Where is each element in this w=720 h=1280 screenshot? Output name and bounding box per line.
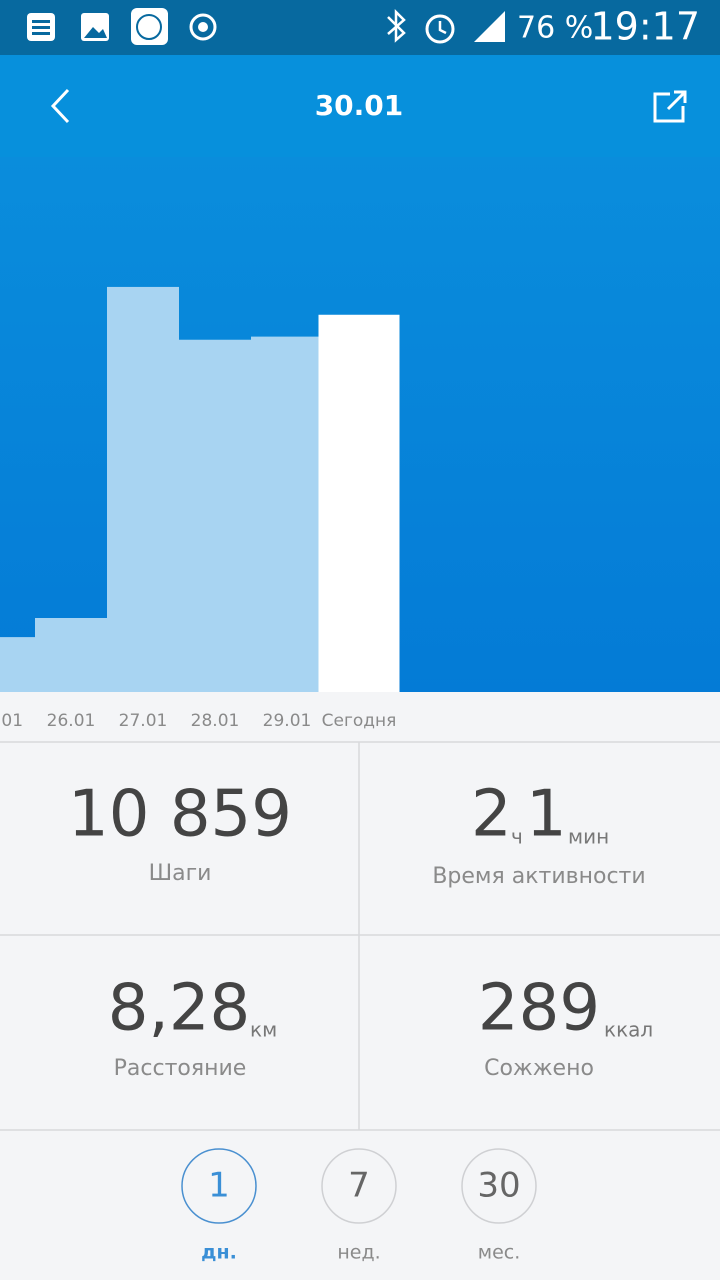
status-bar — [0, 0, 720, 55]
bars — [0, 286, 400, 692]
period-number: 7 — [348, 1166, 370, 1206]
calories-value: 289 — [478, 972, 600, 1046]
x-tick-label: Сегодня — [322, 711, 397, 731]
minutes-value: 1 — [526, 778, 567, 852]
x-labels: .01 26.01 27.01 28.01 29.01 Сегодня — [0, 711, 396, 731]
bar[interactable] — [107, 286, 179, 692]
period-label: мес. — [478, 1242, 521, 1264]
period-label: нед. — [337, 1242, 380, 1264]
steps-label: Шаги — [149, 861, 212, 886]
header — [0, 55, 720, 157]
battery: 76 % — [517, 11, 593, 46]
back-button[interactable] — [50, 88, 70, 124]
hours-value: 2 — [471, 778, 512, 852]
period-selector: 1 дн. 7 нед. 30 мес. — [181, 1148, 537, 1264]
x-tick-label: 28.01 — [191, 711, 240, 731]
bar[interactable] — [35, 618, 107, 692]
period-button[interactable] — [181, 1148, 257, 1224]
distance-value: 8,28 — [108, 972, 251, 1046]
bar[interactable] — [179, 339, 251, 692]
x-tick-label: .01 — [0, 711, 23, 731]
period-button[interactable] — [461, 1148, 537, 1224]
calories-label: Сожжено — [484, 1056, 594, 1081]
hours-unit: ч — [511, 825, 523, 849]
content — [0, 692, 720, 1280]
dividers — [0, 741, 720, 1131]
status-icons — [27, 8, 505, 45]
calories-unit: ккал — [604, 1018, 653, 1042]
period-label: дн. — [201, 1242, 237, 1264]
period-number: 30 — [477, 1166, 520, 1206]
distance-label: Расстояние — [114, 1056, 247, 1081]
distance-unit: км — [250, 1018, 277, 1042]
bar[interactable] — [318, 314, 400, 692]
x-tick-label: 27.01 — [119, 711, 168, 731]
period-button[interactable] — [321, 1148, 397, 1224]
share-button[interactable] — [653, 90, 687, 123]
bar[interactable] — [251, 336, 323, 692]
clock: 19:17 — [590, 5, 700, 49]
x-tick-label: 26.01 — [47, 711, 96, 731]
bar[interactable] — [0, 637, 35, 692]
period-number: 1 — [208, 1166, 230, 1206]
steps-value: 10 859 — [68, 778, 292, 852]
x-tick-label: 29.01 — [263, 711, 312, 731]
minutes-unit: мин — [568, 825, 609, 849]
header-title: 30.01 — [315, 89, 404, 122]
active-label: Время активности — [432, 864, 645, 889]
